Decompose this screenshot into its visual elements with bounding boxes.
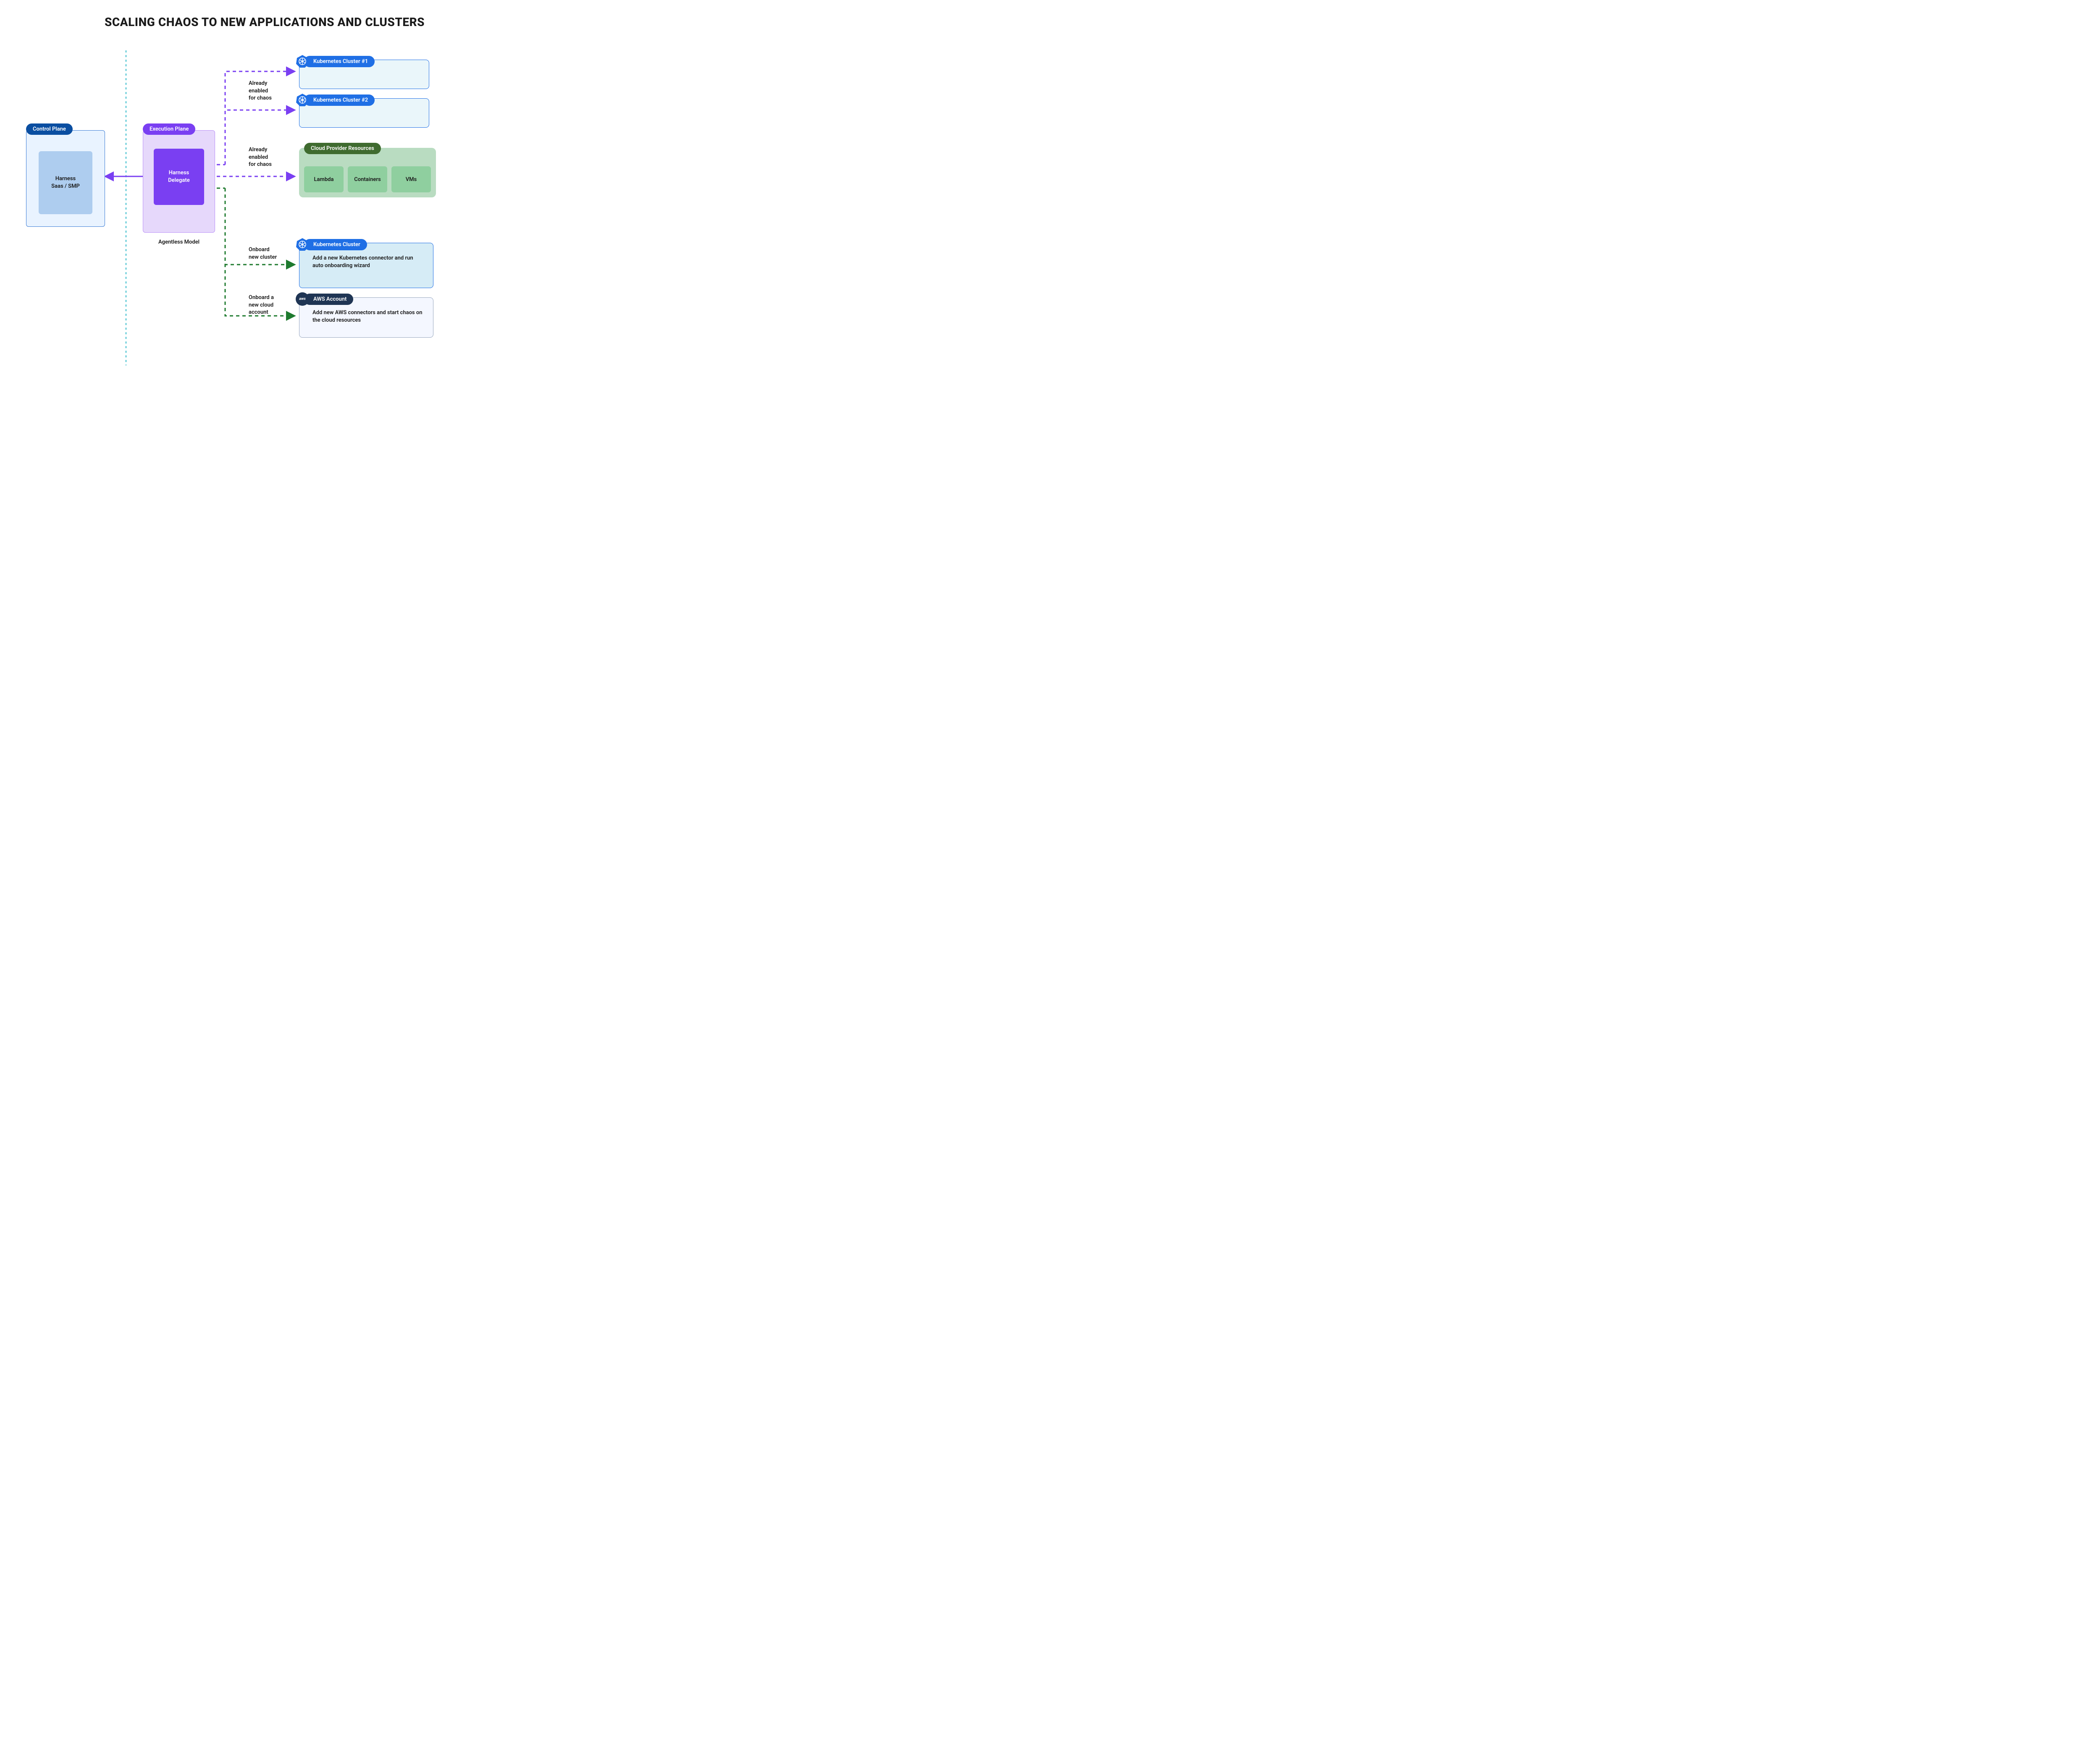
edge-label-onboard-cluster: Onboard new cluster	[249, 246, 277, 261]
control-plane-pill: Control Plane	[26, 123, 73, 135]
aws-body: Add new AWS connectors and start chaos o…	[312, 309, 426, 324]
cloud-resources-header: Cloud Provider Resources	[304, 143, 381, 154]
delegate-box: Harness Delegate	[154, 149, 204, 205]
aws-pill-label: AWS Account	[304, 294, 353, 305]
control-inner-box: Harness Saas / SMP	[39, 151, 92, 214]
k8s1-pill-label: Kubernetes Cluster #1	[304, 56, 375, 67]
kubernetes-icon	[296, 93, 309, 107]
onboard-k8s-body: Add a new Kubernetes connector and run a…	[312, 255, 422, 269]
kubernetes-icon	[296, 55, 309, 68]
execution-plane-pill: Execution Plane	[143, 123, 195, 135]
cloud-chip-lambda: Lambda	[304, 166, 344, 192]
aws-icon: aws	[296, 292, 309, 306]
cloud-resources-card: Lambda Containers VMs	[299, 148, 436, 197]
edge-label-already-2: Already enabled for chaos	[249, 146, 272, 168]
agentless-label: Agentless Model	[143, 239, 215, 246]
cloud-chip-containers: Containers	[348, 166, 387, 192]
onboard-k8s-pill-label: Kubernetes Cluster	[304, 239, 367, 250]
page-title: SCALING CHAOS TO NEW APPLICATIONS AND CL…	[0, 15, 529, 29]
k8s1-pill: Kubernetes Cluster #1	[296, 55, 375, 68]
onboard-k8s-pill: Kubernetes Cluster	[296, 238, 367, 251]
k8s2-pill-label: Kubernetes Cluster #2	[304, 94, 375, 106]
edge-label-onboard-cloud: Onboard a new cloud account	[249, 294, 274, 316]
k8s2-pill: Kubernetes Cluster #2	[296, 93, 375, 107]
diagram-stage: Control Plane Harness Saas / SMP Executi…	[0, 42, 529, 378]
aws-pill: aws AWS Account	[296, 292, 353, 306]
edge-label-already-1: Already enabled for chaos	[249, 80, 272, 102]
cloud-chip-vms: VMs	[391, 166, 431, 192]
kubernetes-icon	[296, 238, 309, 251]
